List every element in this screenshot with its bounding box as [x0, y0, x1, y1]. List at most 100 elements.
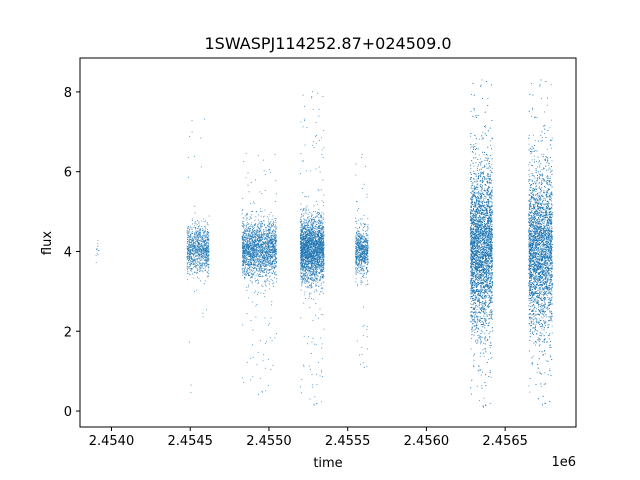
data-point	[304, 276, 305, 278]
data-point	[323, 234, 325, 236]
data-point	[320, 264, 322, 266]
data-point	[307, 241, 309, 243]
data-point	[319, 253, 321, 255]
data-point	[252, 376, 254, 378]
data-point	[265, 254, 267, 256]
data-point	[193, 248, 195, 250]
data-point	[186, 269, 188, 271]
data-point	[250, 266, 252, 268]
data-point	[256, 211, 258, 213]
data-point	[272, 230, 274, 232]
data-point	[301, 221, 303, 222]
data-point	[259, 242, 261, 243]
data-point	[271, 247, 273, 249]
data-point	[322, 157, 324, 159]
data-point	[271, 241, 273, 243]
data-point	[203, 248, 205, 250]
data-point	[251, 269, 253, 271]
data-point	[306, 224, 308, 226]
data-point	[245, 260, 247, 262]
data-point	[273, 258, 275, 260]
data-point	[307, 228, 309, 230]
data-point	[208, 235, 209, 237]
data-point	[274, 243, 275, 245]
data-point	[244, 255, 246, 256]
data-point	[243, 252, 245, 254]
data-point	[251, 231, 253, 233]
data-point	[260, 238, 262, 240]
data-point	[273, 256, 274, 258]
data-point	[266, 270, 267, 272]
data-point	[252, 251, 253, 253]
data-point	[244, 264, 246, 266]
data-point	[302, 266, 304, 268]
data-point	[191, 249, 193, 251]
data-point	[256, 230, 258, 231]
data-point	[203, 247, 205, 249]
data-point	[300, 254, 302, 255]
data-point	[192, 262, 194, 263]
data-point	[313, 251, 315, 252]
data-point	[97, 250, 99, 252]
data-point	[303, 242, 305, 244]
data-point	[319, 260, 321, 262]
data-point	[195, 228, 197, 230]
data-point	[267, 230, 269, 231]
data-point	[196, 272, 198, 273]
data-point	[268, 261, 270, 263]
data-point	[204, 237, 206, 239]
data-point	[300, 266, 302, 268]
data-point	[274, 237, 276, 239]
data-point	[241, 222, 243, 224]
data-point	[273, 277, 275, 279]
data-point	[307, 254, 309, 256]
data-point	[245, 229, 247, 231]
data-point	[304, 280, 306, 282]
data-point	[204, 267, 206, 269]
data-point	[203, 235, 205, 237]
data-point	[272, 223, 274, 224]
data-point	[201, 259, 203, 261]
data-point	[316, 226, 318, 228]
data-point	[308, 232, 310, 234]
data-point	[259, 239, 261, 241]
data-point	[205, 248, 207, 250]
data-point	[250, 224, 252, 225]
data-point	[302, 192, 304, 194]
data-point	[267, 225, 269, 227]
data-point	[205, 250, 207, 252]
data-point	[258, 243, 260, 245]
data-point	[272, 243, 274, 245]
data-point	[308, 227, 310, 229]
data-point	[256, 245, 258, 247]
data-point	[242, 197, 244, 199]
data-point	[246, 247, 248, 249]
data-point	[315, 255, 317, 257]
data-point	[190, 242, 192, 244]
data-point	[263, 235, 265, 237]
data-point	[259, 223, 261, 225]
data-point	[204, 255, 205, 257]
data-point	[252, 241, 254, 243]
data-point	[321, 287, 323, 289]
data-point	[267, 252, 269, 254]
data-point	[257, 255, 259, 257]
data-point	[252, 234, 254, 236]
data-point	[195, 258, 197, 260]
data-point	[301, 260, 303, 262]
data-point	[188, 256, 190, 258]
data-point	[319, 258, 321, 260]
data-point	[252, 236, 253, 238]
data-point	[310, 244, 312, 246]
data-point	[258, 245, 260, 247]
data-point	[268, 241, 270, 243]
data-point	[265, 241, 267, 242]
data-point	[263, 243, 265, 245]
data-point	[248, 286, 250, 288]
data-point	[194, 255, 196, 257]
data-point	[265, 250, 267, 252]
data-point	[318, 261, 320, 263]
data-point	[203, 262, 205, 264]
data-point	[317, 217, 319, 219]
data-point	[300, 229, 301, 231]
